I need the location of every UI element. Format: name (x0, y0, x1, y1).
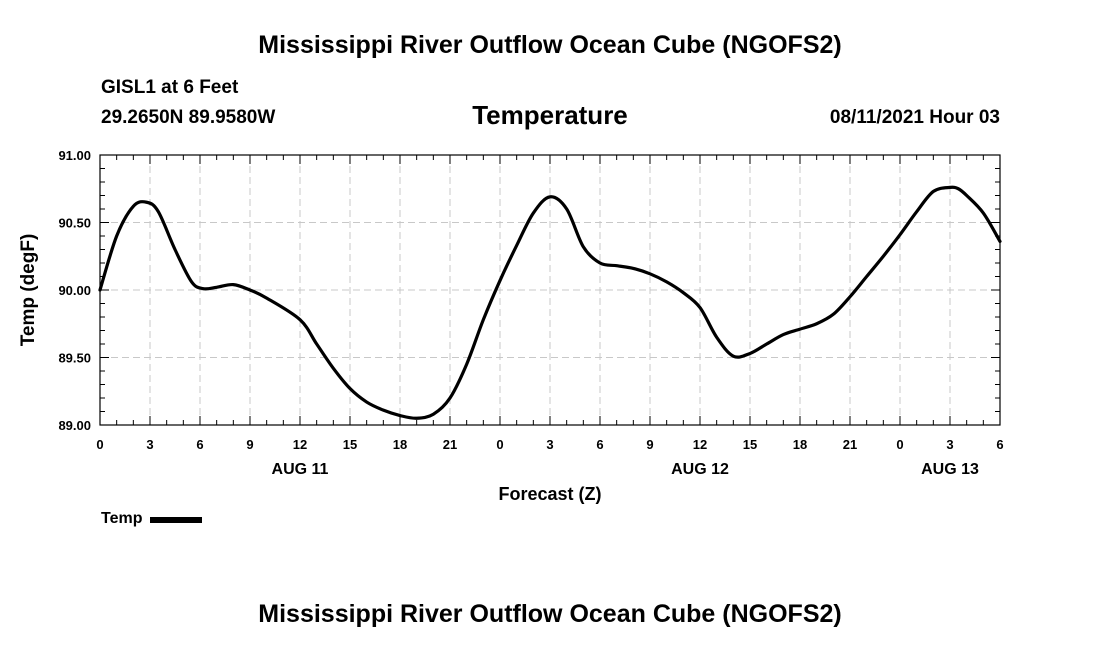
series-line-temp (98, 185, 1002, 420)
x-tick-label: 6 (996, 437, 1003, 452)
legend-label: Temp (101, 510, 143, 527)
x-tick-label: 0 (896, 437, 903, 452)
x-tick-label: 3 (946, 437, 953, 452)
x-tick-label: 21 (843, 437, 857, 452)
x-tick-label: 6 (596, 437, 603, 452)
date-label: AUG 12 (671, 461, 729, 478)
x-tick-label: 18 (793, 437, 807, 452)
axis-labels: 89.00 89.50 90.00 90.50 91.00 0 3 6 9 12 15 18 21 0 3 6… (58, 148, 1003, 478)
date-label: AUG 13 (921, 461, 979, 478)
y-tick-label: 89.50 (58, 351, 91, 366)
y-tick-label: 90.00 (58, 283, 91, 298)
x-tick-label: 6 (196, 437, 203, 452)
grid-lines (100, 155, 1000, 425)
x-tick-label: 0 (496, 437, 503, 452)
station-coordinates: 29.2650N 89.9580W (101, 107, 276, 128)
legend-swatch-temp (150, 517, 203, 523)
x-tick-label: 15 (743, 437, 757, 452)
x-tick-label: 15 (343, 437, 357, 452)
x-axis-label: Forecast (Z) (498, 484, 601, 504)
x-tick-label: 9 (646, 437, 653, 452)
page-title: Mississippi River Outflow Ocean Cube (NG… (258, 31, 842, 59)
forecast-timestamp: 08/11/2021 Hour 03 (829, 107, 1000, 128)
x-tick-label: 0 (96, 437, 103, 452)
x-tick-label: 3 (546, 437, 553, 452)
y-axis-label: Temp (degF) (18, 234, 39, 347)
x-tick-label: 3 (146, 437, 153, 452)
footer-title: Mississippi River Outflow Ocean Cube (NG… (258, 600, 842, 628)
date-label: AUG 11 (272, 461, 329, 478)
x-tick-label: 12 (293, 437, 307, 452)
x-tick-label: 9 (246, 437, 253, 452)
legend: Temp (101, 510, 203, 528)
axis-ticks (99, 154, 1001, 426)
x-tick-label: 18 (393, 437, 407, 452)
station-label: GISL1 at 6 Feet (101, 77, 239, 98)
y-tick-label: 91.00 (58, 148, 91, 163)
y-tick-label: 90.50 (58, 216, 91, 231)
y-tick-label: 89.00 (58, 418, 91, 433)
x-tick-label: 12 (693, 437, 707, 452)
chart-title: Temperature (472, 100, 628, 130)
x-tick-label: 21 (443, 437, 457, 452)
